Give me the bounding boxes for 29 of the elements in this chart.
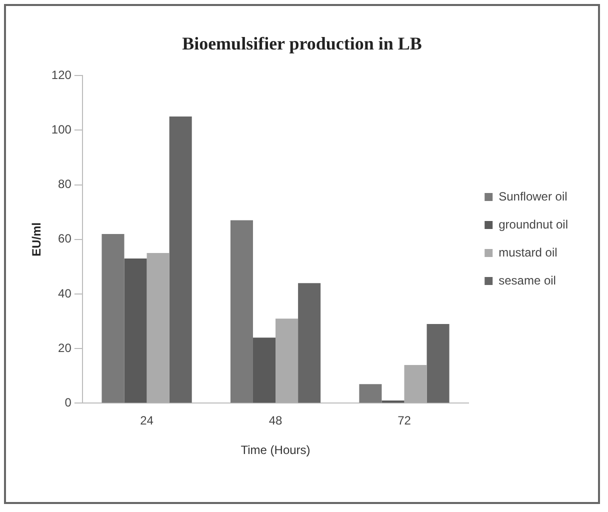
legend-label: groundnut oil bbox=[498, 217, 568, 232]
bar bbox=[124, 258, 147, 403]
bar bbox=[404, 364, 427, 403]
legend-label: sesame oil bbox=[498, 273, 556, 288]
y-tick-label: 20 bbox=[58, 340, 72, 355]
chart-title: Bioemulsifier production in LB bbox=[182, 33, 422, 54]
bar bbox=[276, 318, 298, 403]
bar bbox=[146, 253, 170, 403]
x-tick-label: 24 bbox=[140, 414, 154, 428]
y-tick-label: 80 bbox=[58, 177, 72, 192]
legend-label: Sunflower oil bbox=[498, 189, 568, 204]
x-axis-title: Time (Hours) bbox=[240, 443, 310, 458]
x-tick-label: 72 bbox=[398, 414, 412, 428]
bar bbox=[169, 116, 192, 403]
x-tick-label: 48 bbox=[268, 414, 283, 428]
bar bbox=[252, 338, 276, 403]
y-tick-label: 120 bbox=[51, 68, 72, 82]
bar bbox=[298, 283, 321, 403]
legend-label: mustard oil bbox=[498, 245, 558, 260]
y-tick-label: 60 bbox=[58, 232, 72, 246]
bar bbox=[426, 324, 450, 403]
bar bbox=[230, 220, 253, 403]
bar bbox=[102, 234, 124, 403]
y-axis-title: EU/ml bbox=[30, 222, 44, 256]
y-tick-label: 100 bbox=[51, 122, 72, 137]
bar bbox=[359, 384, 382, 403]
y-tick-label: 0 bbox=[64, 396, 72, 410]
y-tick-label: 40 bbox=[58, 286, 72, 300]
bar bbox=[382, 400, 404, 403]
